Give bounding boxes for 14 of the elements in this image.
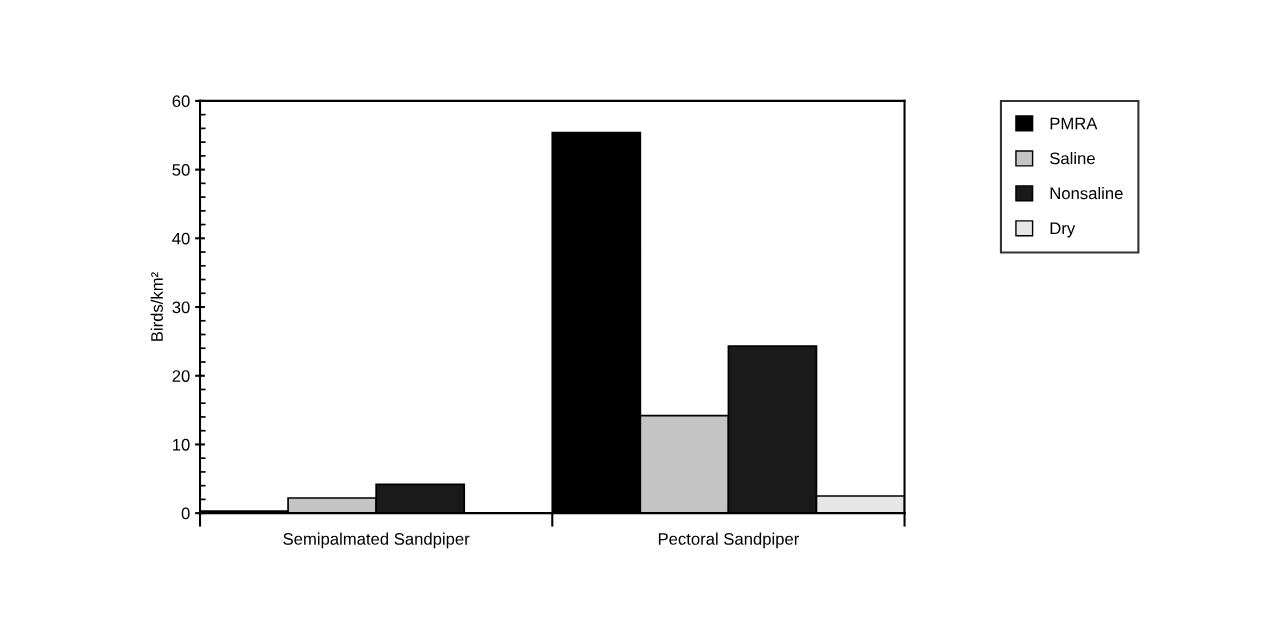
y-tick-label: 30 xyxy=(172,301,190,314)
x-tick-label: Pectoral Sandpiper xyxy=(658,532,800,549)
legend-label: Saline xyxy=(1050,152,1095,165)
y-tick-label: 0 xyxy=(181,507,190,520)
legend-label: Nonsaline xyxy=(1050,186,1123,200)
x-tick-label: Semipalmated Sandpiper xyxy=(283,532,470,549)
y-tick-label: 10 xyxy=(173,438,190,451)
y-tick-label: 20 xyxy=(172,370,190,382)
legend-label: Dry xyxy=(1050,222,1076,238)
y-tick-label: 60 xyxy=(172,95,190,108)
y-axis-title: Birds/km² xyxy=(150,272,163,341)
y-tick-label: 40 xyxy=(172,232,190,245)
y-tick-label: 50 xyxy=(172,164,190,176)
legend-label: PMRA xyxy=(1050,117,1098,130)
